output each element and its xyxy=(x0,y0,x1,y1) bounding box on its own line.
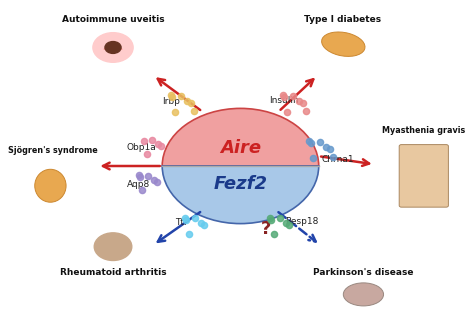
Ellipse shape xyxy=(35,169,66,202)
Text: Rheumatoid arthritis: Rheumatoid arthritis xyxy=(60,268,166,277)
Text: Insulin: Insulin xyxy=(269,96,299,105)
Point xyxy=(283,110,290,115)
Text: Resp18: Resp18 xyxy=(285,217,319,226)
Point xyxy=(267,217,275,222)
Point xyxy=(144,173,152,179)
Text: ?: ? xyxy=(261,220,272,238)
Point xyxy=(187,100,195,106)
Point xyxy=(136,175,144,180)
FancyBboxPatch shape xyxy=(399,145,448,207)
Text: Chrna1: Chrna1 xyxy=(322,155,354,164)
Text: Sjögren's syndrome: Sjögren's syndrome xyxy=(8,146,98,155)
Text: Irbp: Irbp xyxy=(162,97,180,106)
Circle shape xyxy=(105,42,121,53)
Point xyxy=(141,138,148,144)
Text: Myasthenia gravis: Myasthenia gravis xyxy=(382,126,465,135)
Point xyxy=(282,220,290,225)
Point xyxy=(316,139,323,144)
Point xyxy=(329,155,337,160)
Point xyxy=(279,93,286,98)
Point xyxy=(177,93,185,98)
Point xyxy=(135,173,143,178)
Point xyxy=(183,98,191,103)
Point xyxy=(150,178,157,183)
Text: Parkinson's disease: Parkinson's disease xyxy=(313,268,414,277)
Wedge shape xyxy=(162,108,319,166)
Point xyxy=(167,93,174,98)
Point xyxy=(138,188,146,193)
Point xyxy=(182,215,189,220)
Circle shape xyxy=(93,33,133,62)
Point xyxy=(190,109,198,114)
Ellipse shape xyxy=(343,283,383,306)
Point xyxy=(270,231,277,236)
Point xyxy=(310,156,317,161)
Circle shape xyxy=(94,233,132,261)
Point xyxy=(306,139,313,144)
Text: Aqp8: Aqp8 xyxy=(127,180,150,189)
Point xyxy=(295,98,303,103)
Point xyxy=(289,93,297,98)
Point xyxy=(326,146,334,152)
Point xyxy=(307,141,314,146)
Text: Autoimmune uveitis: Autoimmune uveitis xyxy=(62,15,164,24)
Point xyxy=(168,95,176,100)
Text: Fezf2: Fezf2 xyxy=(213,175,267,193)
Point xyxy=(148,137,156,142)
Point xyxy=(322,144,330,149)
Wedge shape xyxy=(162,166,319,224)
Text: Obp1a: Obp1a xyxy=(126,143,156,152)
Text: Ttr: Ttr xyxy=(174,218,187,227)
Text: Aire: Aire xyxy=(220,139,261,157)
Point xyxy=(143,152,151,157)
Point xyxy=(157,143,165,149)
Point xyxy=(280,95,288,100)
Point xyxy=(171,110,179,115)
Point xyxy=(185,231,192,236)
Point xyxy=(285,222,293,228)
Point xyxy=(302,109,310,114)
Point xyxy=(299,100,307,106)
Point xyxy=(197,220,204,225)
Point xyxy=(276,215,283,221)
Point xyxy=(266,215,274,220)
Point xyxy=(154,141,162,147)
Point xyxy=(153,180,161,185)
Point xyxy=(201,222,208,228)
Ellipse shape xyxy=(322,32,365,56)
Text: Type I diabetes: Type I diabetes xyxy=(304,15,381,24)
Point xyxy=(191,215,199,221)
Point xyxy=(182,217,190,222)
